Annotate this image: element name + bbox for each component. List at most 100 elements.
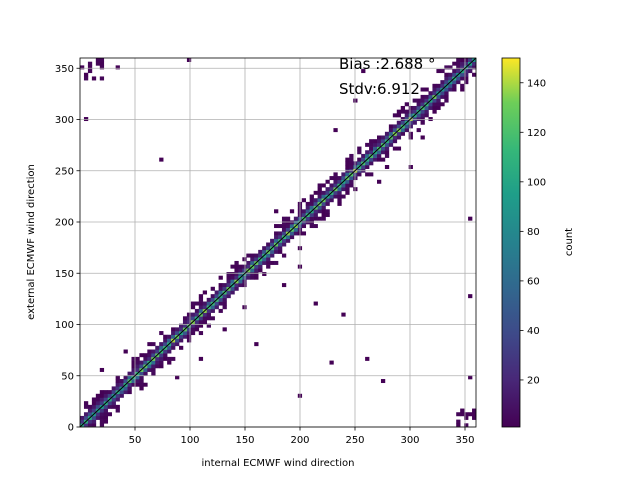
heatmap-bin bbox=[337, 179, 342, 184]
heatmap-bin bbox=[377, 153, 382, 158]
heatmap-bin bbox=[95, 58, 101, 62]
heatmap-bin bbox=[305, 205, 310, 210]
heatmap-bin bbox=[448, 65, 453, 70]
heatmap-bin bbox=[321, 216, 326, 221]
heatmap-bin bbox=[452, 69, 457, 74]
heatmap-bin bbox=[226, 279, 231, 284]
heatmap-bin bbox=[222, 283, 227, 288]
heatmap-bin bbox=[226, 290, 231, 295]
heatmap-bin bbox=[87, 419, 93, 424]
heatmap-bin bbox=[210, 308, 215, 313]
heatmap-bin bbox=[230, 264, 235, 269]
heatmap-bin bbox=[159, 157, 164, 162]
heatmap-bin bbox=[202, 290, 208, 295]
heatmap-bin bbox=[369, 161, 374, 166]
colorbar-label: count bbox=[564, 228, 575, 256]
heatmap-bin bbox=[428, 117, 433, 122]
heatmap-bin bbox=[182, 316, 188, 321]
heatmap-bin bbox=[416, 113, 421, 118]
heatmap-bin bbox=[270, 249, 275, 254]
heatmap-bin bbox=[194, 312, 200, 317]
heatmap-bin bbox=[163, 342, 168, 347]
heatmap-bin bbox=[333, 194, 338, 199]
heatmap-bin bbox=[305, 201, 310, 206]
heatmap-bin bbox=[309, 224, 314, 229]
heatmap-bin bbox=[159, 364, 164, 369]
heatmap-bin bbox=[388, 124, 394, 129]
heatmap-bin bbox=[167, 338, 172, 343]
heatmap-bin bbox=[460, 61, 465, 66]
heatmap-bin bbox=[444, 98, 449, 103]
heatmap-bin bbox=[131, 356, 136, 361]
heatmap-bin bbox=[198, 294, 204, 299]
y-tick-label: 250 bbox=[55, 166, 74, 177]
heatmap-bin bbox=[274, 224, 279, 229]
heatmap-bin bbox=[456, 65, 461, 70]
colorbar-tick-label: 60 bbox=[527, 276, 540, 287]
heatmap-bin bbox=[380, 146, 386, 151]
heatmap-bin bbox=[420, 117, 425, 122]
heatmap-bin bbox=[155, 349, 160, 354]
heatmap-bin bbox=[345, 179, 350, 184]
heatmap-bin bbox=[163, 338, 168, 343]
heatmap-bin bbox=[206, 301, 211, 306]
heatmap-bin bbox=[321, 201, 326, 206]
heatmap-bin bbox=[408, 113, 413, 118]
heatmap-bin bbox=[254, 272, 259, 277]
heatmap-bin bbox=[408, 109, 413, 114]
heatmap-bin bbox=[222, 297, 227, 302]
heatmap-bin bbox=[424, 98, 429, 103]
heatmap-bin bbox=[139, 379, 144, 384]
heatmap-bin bbox=[357, 157, 362, 162]
heatmap-bin bbox=[266, 264, 271, 269]
heatmap-bin bbox=[135, 382, 140, 387]
heatmap-bin bbox=[345, 187, 350, 192]
heatmap-bin bbox=[301, 224, 307, 229]
heatmap-bin bbox=[377, 135, 382, 140]
heatmap-bin bbox=[396, 109, 402, 114]
heatmap-bin bbox=[373, 139, 378, 144]
heatmap-bin bbox=[341, 183, 346, 188]
y-tick-label: 100 bbox=[55, 320, 74, 331]
heatmap-bin bbox=[278, 224, 283, 229]
heatmap-bin bbox=[274, 246, 279, 251]
heatmap-bin bbox=[420, 109, 425, 114]
heatmap-bin bbox=[175, 327, 180, 332]
heatmap-bin bbox=[151, 371, 156, 376]
heatmap-bin bbox=[103, 404, 109, 409]
heatmap-bin bbox=[234, 272, 239, 277]
heatmap-bin bbox=[329, 187, 334, 192]
heatmap-bin bbox=[254, 342, 259, 347]
heatmap-bin bbox=[151, 342, 156, 347]
heatmap-bin bbox=[171, 334, 176, 339]
heatmap-bin bbox=[222, 286, 227, 291]
heatmap-bin bbox=[238, 283, 243, 288]
heatmap-bin bbox=[420, 113, 425, 118]
heatmap-bin bbox=[147, 364, 152, 369]
heatmap-bin bbox=[313, 216, 318, 221]
heatmap-bin bbox=[95, 393, 101, 398]
y-tick-label: 350 bbox=[55, 64, 74, 75]
heatmap-bin bbox=[87, 65, 93, 70]
heatmap-bin bbox=[278, 231, 283, 236]
heatmap-bin bbox=[345, 172, 350, 177]
heatmap-bin bbox=[190, 316, 196, 321]
heatmap-bin bbox=[313, 301, 318, 306]
heatmap-bin bbox=[309, 194, 314, 199]
heatmap-bin bbox=[468, 216, 473, 221]
heatmap-bin bbox=[99, 58, 105, 62]
colorbar-tick-label: 100 bbox=[527, 177, 546, 188]
heatmap-bin bbox=[139, 364, 144, 369]
heatmap-bin bbox=[258, 264, 263, 269]
heatmap-bin bbox=[456, 423, 461, 428]
heatmap-bin bbox=[444, 76, 449, 81]
heatmap-bin bbox=[309, 212, 314, 217]
heatmap-bin bbox=[424, 113, 429, 118]
heatmap-bin bbox=[218, 297, 223, 302]
heatmap-bin bbox=[329, 198, 334, 203]
heatmap-bin bbox=[107, 393, 112, 398]
colorbar-tick-label: 120 bbox=[527, 128, 546, 139]
heatmap-bin bbox=[238, 272, 243, 277]
x-axis-label: internal ECMWF wind direction bbox=[202, 458, 355, 469]
heatmap-bin bbox=[111, 386, 116, 391]
